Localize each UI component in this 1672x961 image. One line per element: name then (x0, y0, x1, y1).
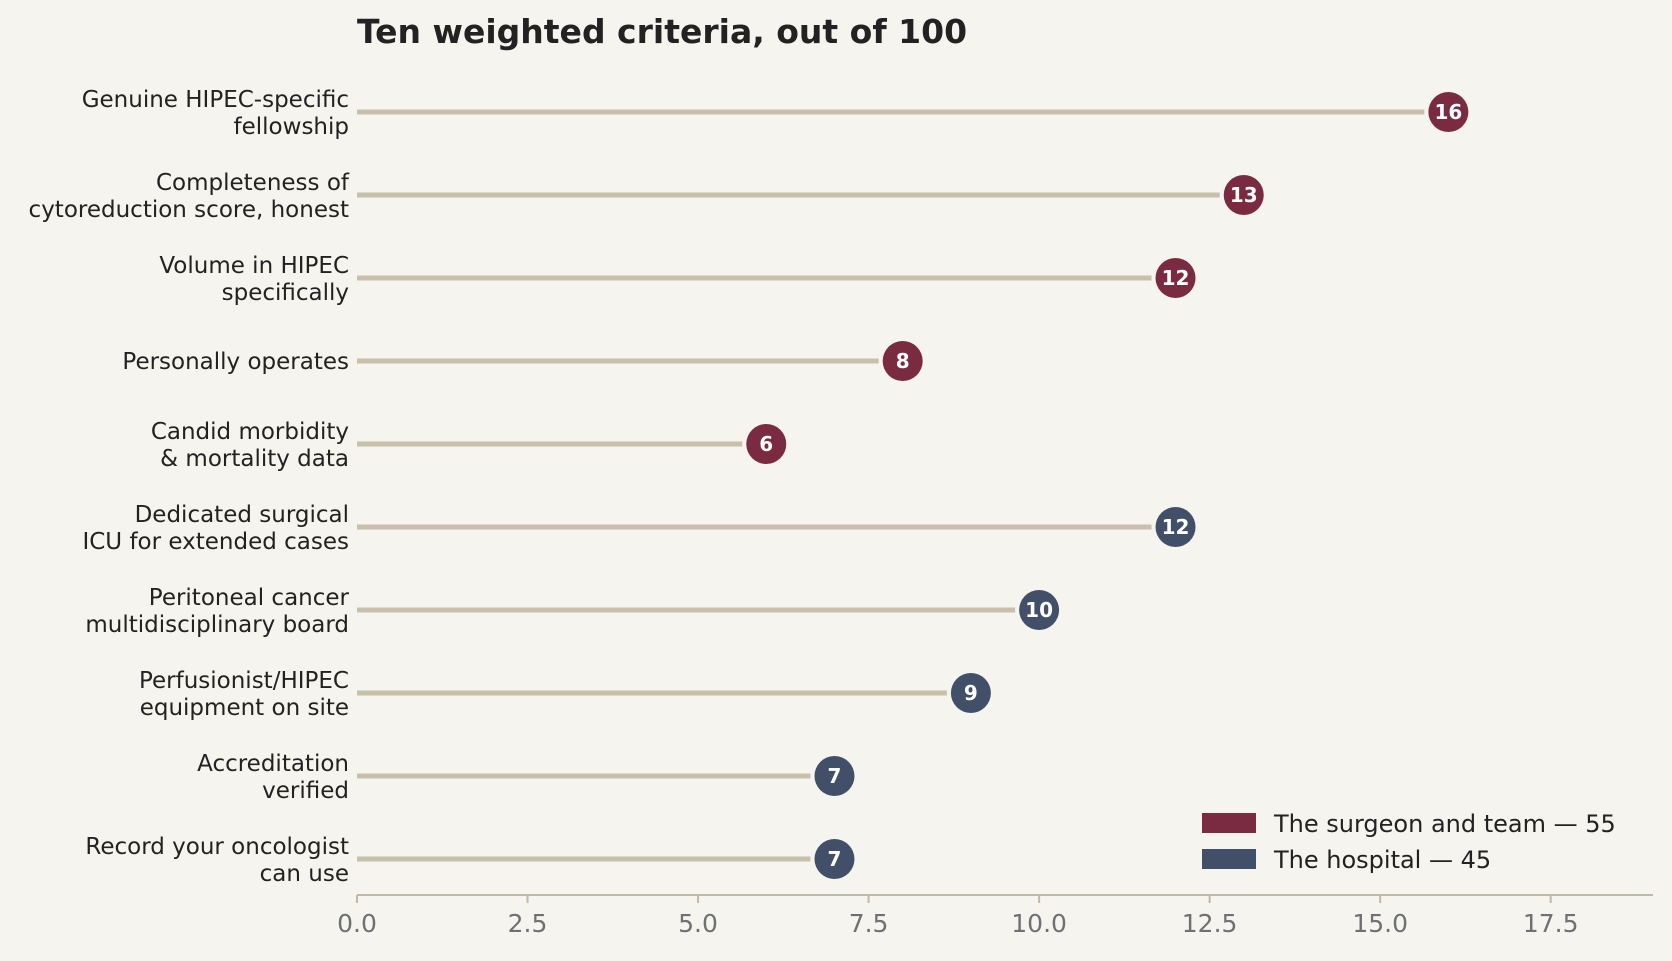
legend-label: The surgeon and team — 55 (1273, 810, 1616, 838)
lollipop-dot (1428, 92, 1469, 132)
lollipop-dot (882, 341, 923, 381)
category-label: & mortality data (160, 446, 349, 472)
dots-group: 16 13 12 8 6 12 10 9 7 7 (746, 92, 1469, 879)
x-tick-label: 10.0 (1011, 909, 1067, 938)
category-label: ICU for extended cases (82, 529, 349, 555)
x-tick-label: 5.0 (678, 909, 718, 938)
category-label: Dedicated surgical (135, 502, 349, 528)
category-label: Completeness of (156, 170, 350, 196)
value-label: 10 (1025, 598, 1053, 622)
legend-label: The hospital — 45 (1273, 846, 1491, 874)
value-label: 7 (828, 847, 842, 871)
x-tick-label: 2.5 (508, 909, 548, 938)
category-label: fellowship (234, 114, 349, 140)
category-label: specifically (222, 280, 349, 306)
value-label: 7 (828, 764, 842, 788)
lollipop-dot (950, 673, 991, 713)
value-label: 9 (964, 681, 978, 705)
category-label: Genuine HIPEC-specific (82, 87, 349, 113)
x-tick-label: 7.5 (849, 909, 889, 938)
value-label: 12 (1162, 266, 1190, 290)
chart-title: Ten weighted criteria, out of 100 (357, 12, 968, 51)
category-label: equipment on site (140, 695, 349, 721)
value-label: 12 (1162, 515, 1190, 539)
lollipop-dot (814, 756, 855, 796)
category-label: can use (260, 861, 349, 887)
category-label: Accreditation (197, 751, 349, 777)
lollipop-dot (1223, 175, 1264, 215)
value-label: 16 (1434, 100, 1462, 124)
stems-group (357, 109, 1425, 862)
legend-swatch (1202, 849, 1256, 869)
value-label: 13 (1230, 183, 1258, 207)
lollipop-dot (746, 424, 787, 464)
x-tick-label: 15.0 (1352, 909, 1408, 938)
category-label: Volume in HIPEC (159, 253, 349, 279)
x-tick-label: 17.5 (1523, 909, 1579, 938)
category-label: Personally operates (122, 349, 349, 375)
legend-swatch (1202, 813, 1256, 833)
category-label: Peritoneal cancer (149, 585, 350, 611)
lollipop-dot (1155, 507, 1196, 547)
x-tick-label: 12.5 (1182, 909, 1238, 938)
category-label: multidisciplinary board (85, 612, 349, 638)
category-label: Perfusionist/HIPEC (139, 668, 349, 694)
value-label: 8 (896, 349, 910, 373)
x-tick-label: 0.0 (337, 909, 377, 938)
legend: The surgeon and team — 55 The hospital — … (1202, 810, 1616, 874)
category-label: Candid morbidity (151, 419, 349, 445)
category-label: verified (262, 778, 349, 804)
category-label: Record your oncologist (85, 834, 349, 860)
value-label: 6 (759, 432, 773, 456)
category-label: cytoreduction score, honest (29, 197, 349, 223)
lollipop-dot (1155, 258, 1196, 298)
x-ticks-group: 0.0 2.5 5.0 7.5 10.0 12.5 15.0 17.5 (337, 895, 1579, 938)
lollipop-dot (814, 839, 855, 879)
lollipop-dot (1019, 590, 1060, 630)
